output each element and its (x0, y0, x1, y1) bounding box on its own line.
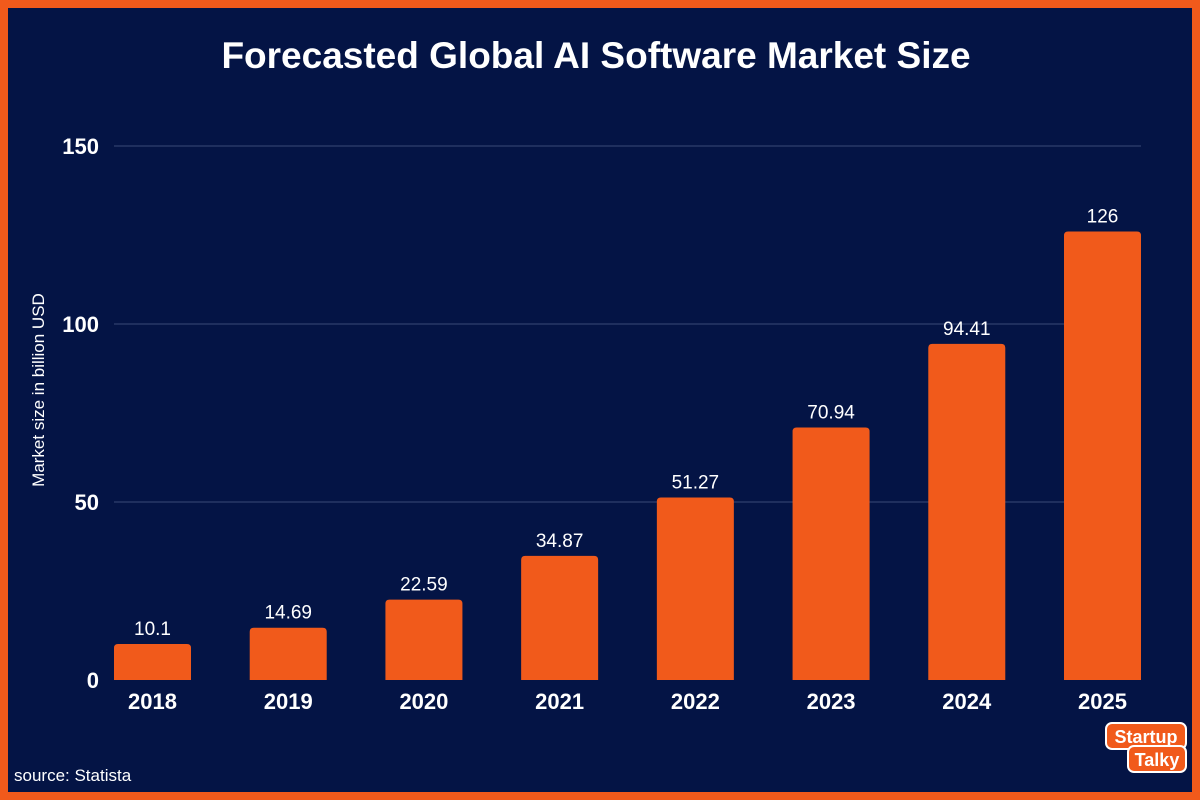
value-label-2020: 22.59 (400, 575, 448, 596)
value-label-2025: 126 (1087, 206, 1119, 227)
x-tick-2020: 2020 (399, 689, 448, 714)
y-tick-100: 100 (62, 312, 99, 337)
bar-2022 (656, 497, 734, 680)
logo-text-line2: Talky (1135, 750, 1180, 770)
bar-2025 (1064, 231, 1141, 680)
x-tick-2024: 2024 (942, 689, 992, 714)
bar-2023 (792, 427, 870, 680)
y-axis-label: Market size in billion USD (29, 293, 48, 487)
chart-title: Forecasted Global AI Software Market Siz… (221, 35, 970, 76)
bars (114, 231, 1141, 680)
value-label-2024: 94.41 (943, 319, 991, 340)
value-label-2021: 34.87 (536, 531, 584, 552)
startup-talky-logo: Startup Talky (1105, 722, 1187, 773)
x-tick-2023: 2023 (807, 689, 856, 714)
x-tick-2022: 2022 (671, 689, 720, 714)
x-tick-2021: 2021 (535, 689, 584, 714)
logo-text-line1: Startup (1115, 727, 1178, 747)
value-label-2019: 14.69 (264, 603, 312, 624)
value-label-2018: 10.1 (134, 619, 171, 640)
value-labels: 10.1 14.69 22.59 34.87 51.27 70.94 94.41 126 (134, 206, 1118, 640)
bar-2024 (928, 343, 1006, 680)
x-tick-2018: 2018 (128, 689, 177, 714)
x-axis-ticks: 2018 2019 2020 2021 2022 2023 2024 2025 (128, 689, 1127, 714)
x-tick-2025: 2025 (1078, 689, 1127, 714)
bar-2018 (114, 644, 191, 680)
bar-2020 (385, 599, 463, 680)
bar-2021 (521, 555, 599, 680)
source-note: source: Statista (14, 766, 132, 785)
x-tick-2019: 2019 (264, 689, 313, 714)
logo-badge-bottom (1127, 745, 1187, 773)
y-tick-50: 50 (75, 490, 99, 515)
y-tick-0: 0 (87, 668, 99, 693)
value-label-2023: 70.94 (807, 402, 855, 423)
bar-2019 (249, 627, 327, 680)
value-label-2022: 51.27 (672, 472, 720, 493)
bar-chart: Forecasted Global AI Software Market Siz… (14, 35, 1187, 785)
y-axis-ticks: 0 50 100 150 (62, 134, 99, 693)
chart-frame: Forecasted Global AI Software Market Siz… (8, 8, 1192, 792)
y-tick-150: 150 (62, 134, 99, 159)
